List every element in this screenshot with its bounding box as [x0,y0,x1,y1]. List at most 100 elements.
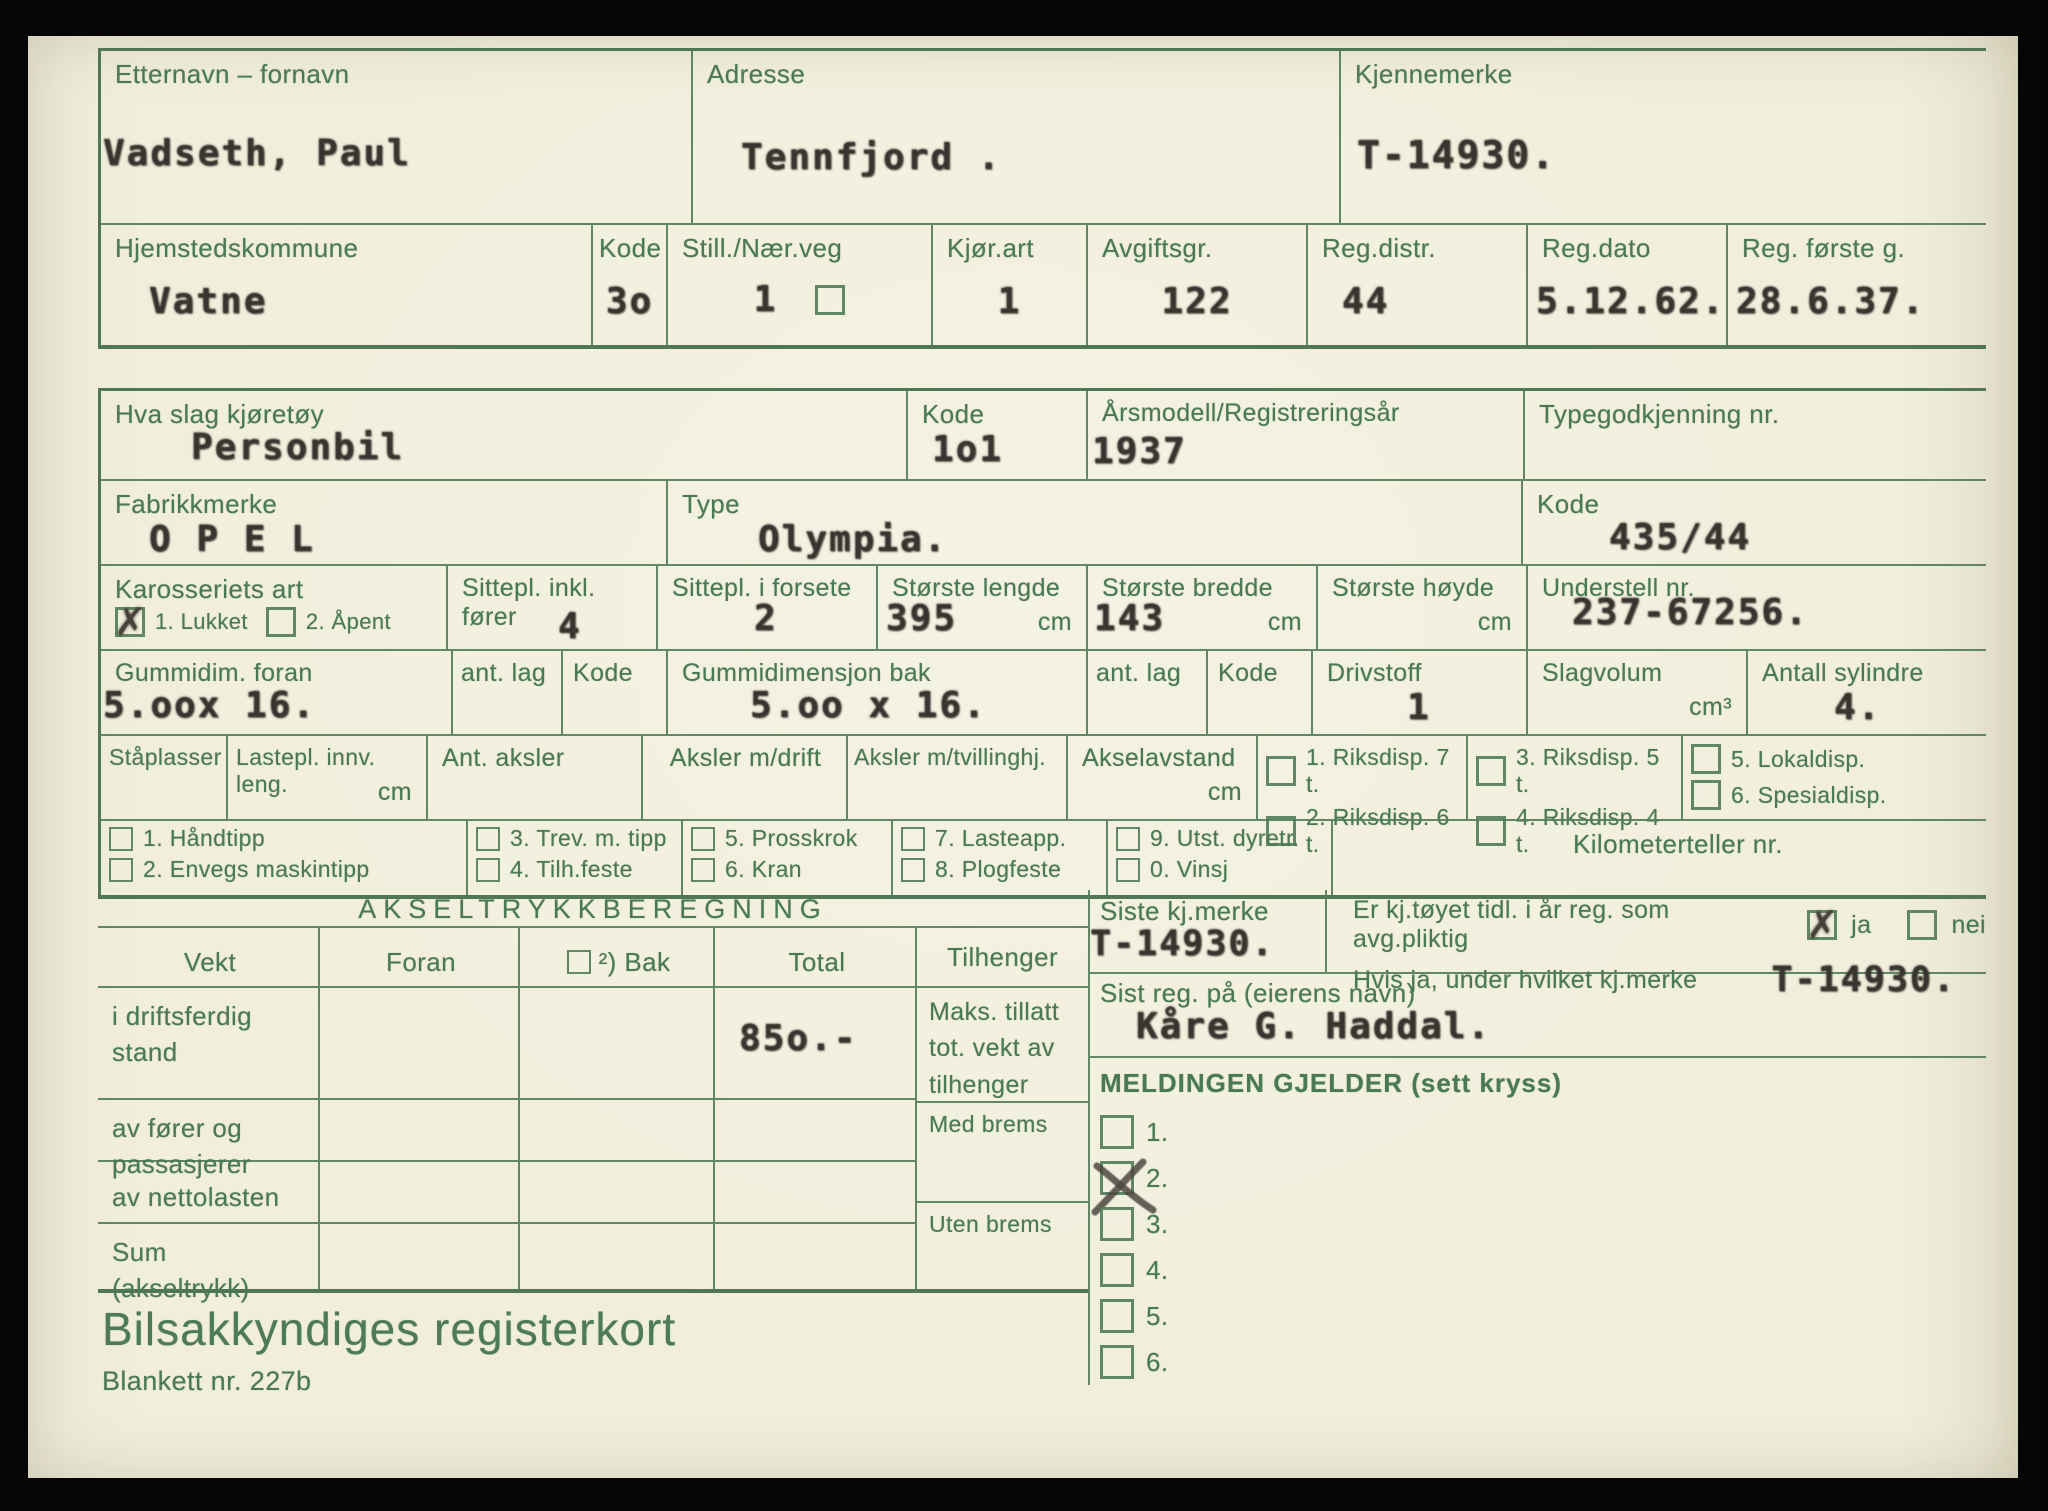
field-kjennemerke: Kjennemerke T-14930. [1339,51,1986,223]
bak-footnote-checkbox[interactable] [566,950,591,974]
prosskrok-checkbox[interactable] [691,826,715,851]
field-karosseri-art: Karosseriets art ✗ 1. Lukket 2. Åpent [101,566,446,649]
kommune-kode-value: 3o [605,281,654,322]
lasteapp-checkbox[interactable] [901,826,925,851]
hvis-ja-value: T-14930. [1771,960,1957,1000]
col-header-bak: ²) Bak [518,928,713,986]
field-type: Type Olympia. [666,481,1521,564]
riksdisp-4t-checkbox[interactable] [1476,816,1506,846]
meldingen-checkbox-2[interactable] [1091,1158,1157,1216]
meldingen-checkbox-3[interactable] [1100,1207,1134,1241]
meldingen-checkbox-5[interactable] [1100,1299,1134,1333]
riksdisp-7t-checkbox[interactable] [1266,756,1296,786]
field-lastepl-lengde: Lastepl. innv. leng. cm [226,736,426,819]
karosseri-lukket-label: 1. Lukket [155,609,248,634]
type-kode-label: Kode [1537,489,1600,519]
avgpliktig-nei-checkbox[interactable] [1907,910,1938,940]
plogfeste-checkbox[interactable] [901,857,925,882]
row-label-nettolast: av nettolasten [112,1181,280,1212]
kilometerteller-label: Kilometerteller nr. [1573,829,1783,859]
forer-foran-cell [318,1100,518,1160]
kran-checkbox[interactable] [691,857,715,882]
meldingen-label-3: 3. [1146,1208,1169,1239]
envegs-maskintipp-checkbox[interactable] [109,857,133,882]
row-label-forer: av fører og passasjerer [112,1113,251,1180]
table-row-sum: Sum (akseltrykk) [98,1224,915,1303]
meldingen-checkbox-6[interactable] [1100,1345,1134,1379]
sitteplasser-total-label: Sittepl. inkl. fører [462,574,596,631]
antall-sylindre-label: Antall sylindre [1762,659,1924,687]
type-label: Type [682,489,740,519]
karosseri-apent-checkbox[interactable] [265,607,296,637]
form-title: Bilsakkyndiges registerkort [102,1303,677,1355]
meldingen-block: MELDINGEN GJELDER (sett kryss) 1. 2. 3. [1090,1058,1986,1385]
kjoretoy-kode-value: 1o1 [932,429,1004,470]
field-equip-col2: 3. Trev. m. tipp 4. Tilh.feste [466,821,681,895]
field-kode-bak: Kode [1206,651,1311,734]
owner-section: Etternavn – fornavn Vadseth, Paul Adress… [98,48,1986,349]
lastepl-lengde-label: Lastepl. innv. leng. [236,744,376,797]
meldingen-label-2: 2. [1146,1162,1169,1193]
field-sitteplasser-total: Sittepl. inkl. fører 4 [446,566,656,649]
field-siste-kjmerke: Siste kj.merke T-14930. [1090,890,1327,972]
kjoretoy-kode-label: Kode [922,399,985,429]
table-row-forer: av fører og passasjerer [98,1100,915,1180]
hjemstedskommune-value: Vatne [149,281,268,322]
field-etternavn: Etternavn – fornavn Vadseth, Paul [101,51,691,223]
meldingen-checkbox-1[interactable] [1100,1115,1134,1149]
adresse-value: Tennfjord . [741,137,1002,178]
kommune-kode-label: Kode [599,233,662,263]
avgpliktig-ja-checkbox[interactable]: ✗ [1806,903,1838,947]
registration-status-block: Siste kj.merke T-14930. Er kj.tøyet tidl… [1090,890,1986,1385]
type-value: Olympia. [758,519,948,560]
fabrikkmerke-value: O P E L [149,519,315,560]
still-naerveg-value: 1 [753,279,778,320]
kjennemerke-value: T-14930. [1357,133,1557,177]
understell-nr-label: Understell nr. [1542,574,1695,602]
field-storste-lengde: Største lengde 395 cm [876,566,1086,649]
trev-m-tipp-checkbox[interactable] [476,826,500,851]
field-avgiftsgr: Avgiftsgr. 122 [1086,225,1306,345]
lastepl-lengde-unit: cm [377,778,412,806]
riksdisp-5t-checkbox[interactable] [1476,756,1506,786]
tilhfeste-checkbox[interactable] [476,857,500,882]
arsmodell-label: Årsmodell/Registreringsår [1102,399,1400,427]
typegodkjenning-label: Typegodkjenning nr. [1539,399,1780,429]
field-kjorart: Kjør.art 1 [931,225,1086,345]
riksdisp-6t-checkbox[interactable] [1266,816,1296,846]
storste-bredde-value: 143 [1094,598,1166,639]
form-footer: Bilsakkyndiges registerkort Blankett nr.… [102,1302,676,1397]
field-fabrikkmerke: Fabrikkmerke O P E L [101,481,666,564]
envegs-maskintipp-label: 2. Envegs maskintipp [143,856,370,882]
vinsj-checkbox[interactable] [1116,857,1140,882]
spesialdisp-checkbox[interactable] [1691,780,1721,810]
meldingen-checkbox-4[interactable] [1100,1253,1134,1287]
meldingen-label-6: 6. [1146,1346,1169,1377]
meldingen-label-1: 1. [1146,1116,1169,1147]
field-gummidim-foran: Gummidim. foran 5.oox 16. [101,651,451,734]
driftsferdig-total-cell: 85o.- [713,988,915,1098]
still-naerveg-label: Still./Nær.veg [682,233,843,263]
row-label-driftsferdig: i driftsferdig stand [112,1001,252,1068]
driftsferdig-bak-cell [518,988,713,1098]
etternavn-value: Vadseth, Paul [103,133,411,174]
field-akselavstand: Akselavstand cm [1066,736,1256,819]
lokaldisp-checkbox[interactable] [1691,744,1721,774]
drivstoff-label: Drivstoff [1327,659,1422,687]
handtipp-checkbox[interactable] [109,826,133,851]
karosseri-apent-label: 2. Åpent [305,609,392,634]
utst-dyretr-checkbox[interactable] [1116,826,1140,851]
kode-foran-label: Kode [573,659,633,687]
field-avgpliktig: Er kj.tøyet tidl. i år reg. som avg.plik… [1327,890,1986,1000]
sitteplasser-forsete-value: 2 [754,598,778,639]
karosseri-lukket-checkbox[interactable]: ✗ [114,600,146,644]
field-kilometerteller: Kilometerteller nr. [1331,821,1986,895]
siste-kjmerke-label: Siste kj.merke [1100,896,1269,926]
field-reg-forste-gang: Reg. første g. 28.6.37. [1726,225,1986,345]
still-naerveg-checkbox[interactable] [815,284,846,315]
kjennemerke-label: Kjennemerke [1355,59,1513,89]
sitteplasser-forsete-label: Sittepl. i forsete [672,574,852,602]
slagvolum-label: Slagvolum [1542,659,1663,687]
tilhenger-med-brems-cell: Med brems [917,1103,1088,1203]
sist-reg-value: Kåre G. Haddal. [1136,1006,1492,1047]
